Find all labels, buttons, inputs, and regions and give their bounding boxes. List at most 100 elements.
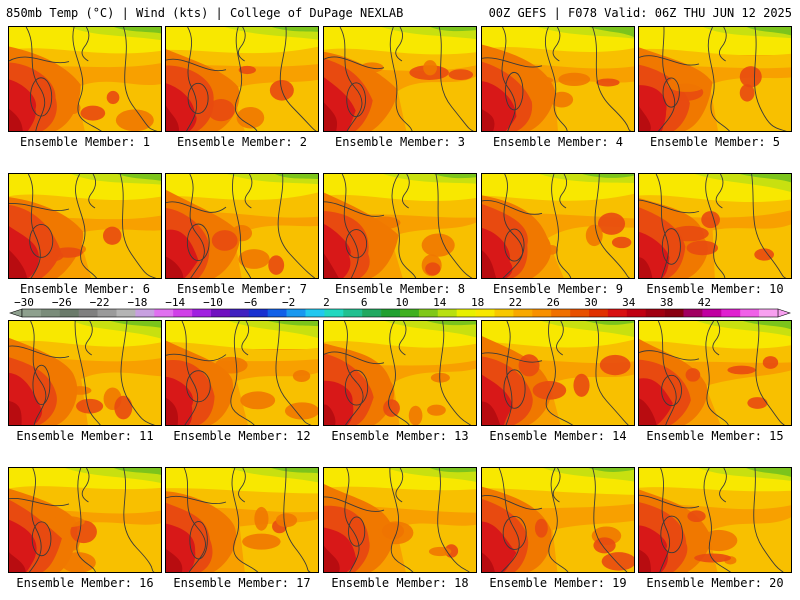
contour-line: [324, 56, 385, 70]
colorbar-swatch: [362, 309, 382, 317]
field-warm-blob: [667, 76, 707, 92]
model-run-info: 00Z GEFS | F078 Valid: 06Z THU JUN 12 20…: [488, 6, 792, 20]
ensemble-member-map: [323, 467, 477, 573]
field-hot-core: [9, 108, 23, 131]
colorbar-swatch: [683, 309, 703, 317]
field-warm-blob: [545, 244, 558, 255]
ensemble-member-map: [481, 26, 635, 132]
colorbar-high-arrow: [777, 308, 791, 318]
field-hot-core: [639, 549, 652, 572]
field-warm-blob: [114, 395, 133, 420]
field-warm-blob: [596, 78, 620, 87]
ensemble-member-map: [165, 173, 319, 279]
contour-line: [639, 350, 700, 361]
contour-loop: [186, 370, 211, 403]
field-warm-blob: [558, 72, 591, 86]
contour-line: [435, 174, 473, 278]
temperature-field: [482, 27, 634, 131]
colorbar-swatch: [229, 309, 250, 317]
contour-line: [189, 174, 205, 278]
contour-line: [166, 353, 227, 362]
colorbar-swatch: [702, 309, 722, 317]
field-cool-zone: [426, 321, 476, 326]
field-hot-core: [482, 401, 501, 425]
contour-line: [9, 345, 70, 359]
colorbar-tick-label: 10: [395, 296, 408, 309]
coastline: [552, 27, 561, 62]
ensemble-member-map: [323, 26, 477, 132]
field-warm-blob: [669, 225, 709, 242]
coastline: [715, 174, 724, 209]
colorbar-swatch: [456, 309, 476, 317]
field-cool-zone: [588, 468, 634, 472]
contour-line: [754, 27, 787, 131]
temperature-field: [639, 468, 791, 572]
field-warm-blob: [524, 76, 554, 85]
contour-line: [9, 498, 70, 507]
ensemble-member-label: Ensemble Member: 17: [173, 576, 311, 590]
contour-line: [639, 55, 700, 66]
field-warm-blob: [64, 101, 81, 115]
field-warm-blob: [236, 106, 265, 129]
field-cool-zone: [433, 174, 476, 179]
contour-line: [755, 321, 785, 425]
ensemble-member-label: Ensemble Member: 8: [334, 282, 466, 296]
field-warm-blob: [370, 216, 401, 229]
colorbar-swatch: [645, 309, 665, 317]
contour-line: [9, 203, 70, 211]
colorbar-swatch: [418, 309, 439, 317]
contour-line: [545, 321, 574, 425]
colorbar-low-arrow: [9, 308, 23, 318]
field-hot-core: [324, 545, 340, 572]
colorbar-swatch: [59, 309, 79, 317]
contour-line: [324, 201, 385, 217]
contour-line: [235, 27, 258, 131]
ensemble-member-map: [323, 320, 477, 426]
coastline: [85, 321, 93, 356]
contour-loop: [660, 515, 684, 554]
colorbar-swatch: [626, 309, 646, 317]
field-warm-blob: [360, 62, 384, 73]
ensemble-member-map: [8, 26, 162, 132]
contour-line: [231, 468, 259, 572]
coastline: [556, 321, 564, 356]
contour-line: [482, 495, 543, 510]
colorbar-tick-label: −22: [90, 296, 110, 309]
colorbar-frame: [21, 308, 779, 318]
field-warm-blob: [53, 247, 83, 258]
contour-line: [657, 321, 677, 425]
field-warm-blob: [238, 249, 270, 269]
colorbar-tick-label: 14: [433, 296, 447, 309]
ensemble-member-label: Ensemble Member: 7: [176, 282, 308, 296]
field-cool-zone: [429, 468, 476, 473]
ensemble-member-map: [8, 467, 162, 573]
contour-line: [657, 27, 676, 131]
field-hot-core: [166, 548, 183, 572]
field-cool-zone: [742, 321, 791, 330]
ensemble-member-label: Ensemble Member: 1: [19, 135, 151, 149]
ensemble-member-label: Ensemble Member: 13: [331, 429, 469, 443]
ensemble-member-map: [165, 320, 319, 426]
colorbar-swatch: [570, 309, 590, 317]
field-warm-blob: [211, 230, 238, 251]
contour-line: [166, 496, 227, 504]
colorbar-tick-label: 30: [584, 296, 597, 309]
field-warm-blob: [268, 255, 285, 275]
field-hot-core: [482, 552, 495, 572]
field-warm-blob: [739, 66, 762, 88]
contour-line: [707, 27, 730, 131]
field-warm-blob: [106, 90, 120, 105]
colorbar-tick-label: 6: [361, 296, 368, 309]
contour-loop: [504, 228, 525, 262]
colorbar-tick-label: −10: [203, 296, 223, 309]
temperature-field: [166, 321, 318, 425]
map-title: 850mb Temp (°C) | Wind (kts) | College o…: [6, 6, 404, 20]
field-warm-blob: [408, 405, 423, 425]
colorbar-swatch: [135, 309, 155, 317]
field-warm-blob: [585, 224, 603, 247]
contour-loop: [661, 228, 681, 265]
coastline: [559, 174, 568, 209]
field-band: [78, 229, 161, 278]
field-hot-core: [324, 102, 338, 131]
colorbar-swatch: [22, 309, 42, 317]
